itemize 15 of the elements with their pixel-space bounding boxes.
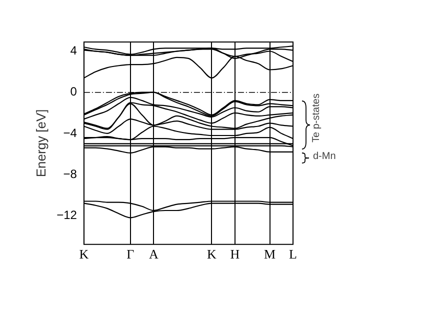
y-tick-label: 0 xyxy=(70,84,78,99)
x-tick-label: A xyxy=(148,246,159,262)
y-tick-label: −8 xyxy=(63,166,78,181)
x-tick-label: Γ xyxy=(126,246,135,262)
x-tick-label: M xyxy=(264,246,276,262)
x-tick-label: K xyxy=(207,246,218,262)
x-tick-label: H xyxy=(230,246,240,262)
y-tick-label: −12 xyxy=(56,208,78,222)
x-tick-label: L xyxy=(289,246,298,262)
y-tick-label: −4 xyxy=(63,126,78,140)
text: Te p-states xyxy=(311,94,322,142)
text: d-Mn xyxy=(313,151,336,162)
y-axis-title: Energy [eV] xyxy=(33,109,48,178)
y-tick-label: 4 xyxy=(70,44,78,58)
x-tick-label: K xyxy=(79,246,90,262)
